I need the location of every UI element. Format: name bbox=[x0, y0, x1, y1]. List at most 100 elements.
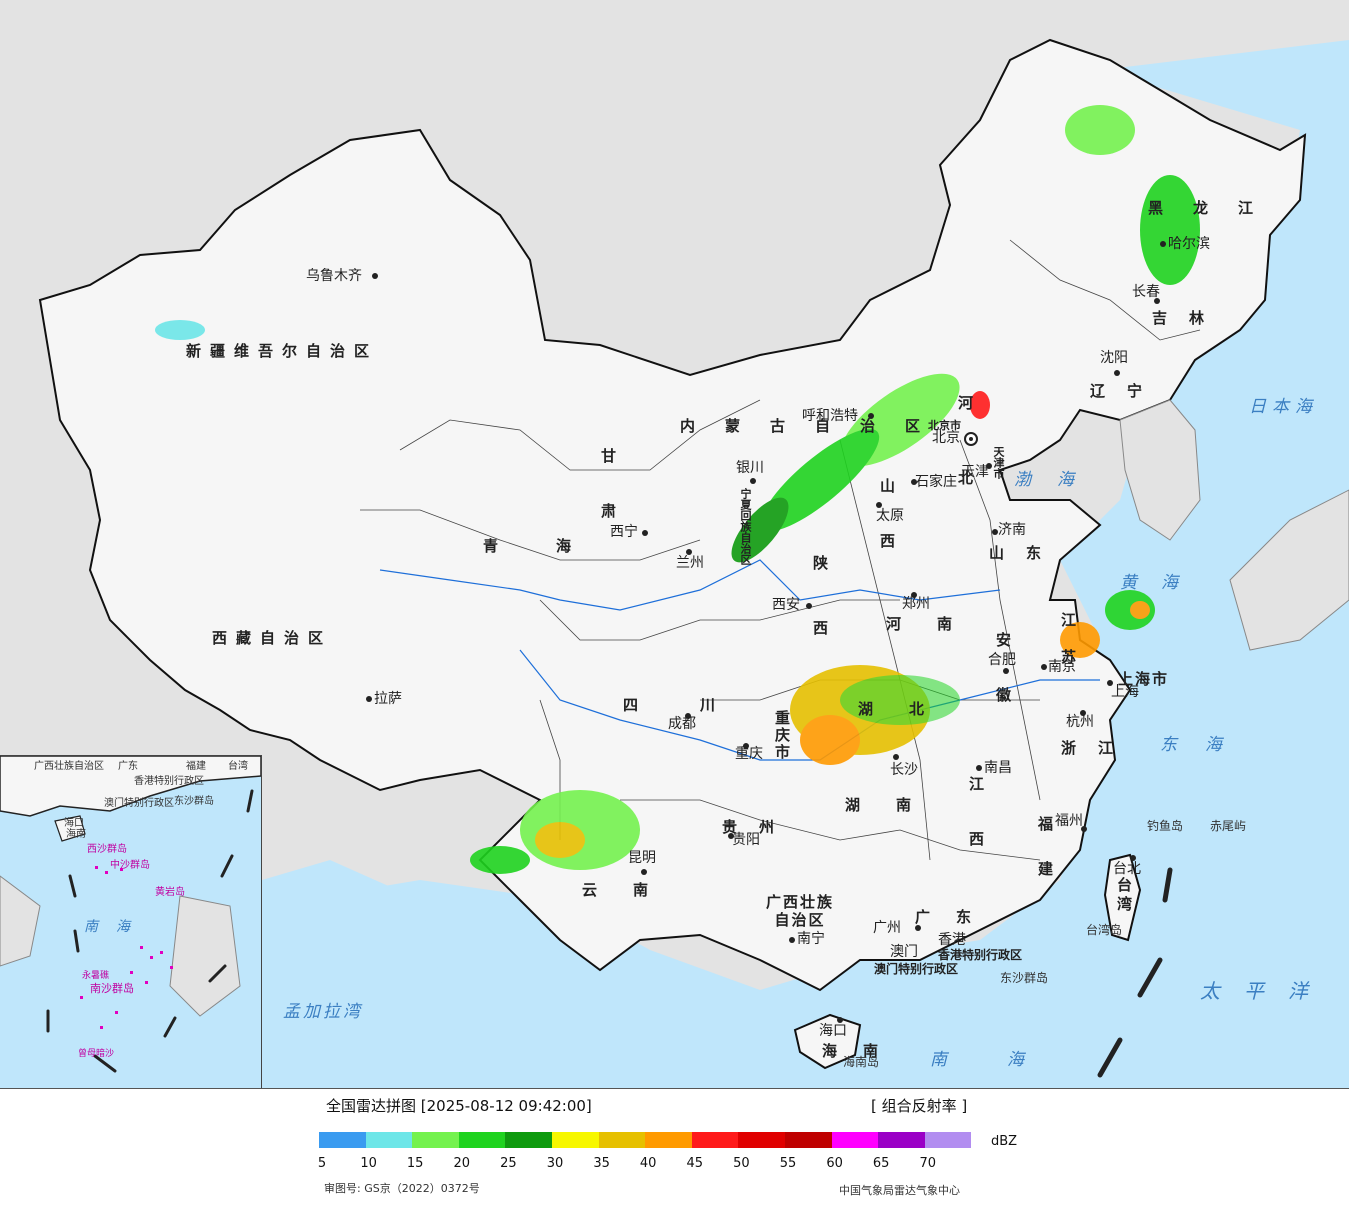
city-nanchang[interactable]: 南昌 bbox=[984, 760, 1012, 776]
city-kunming[interactable]: 昆明 bbox=[628, 850, 656, 866]
label-liaoning: 辽宁 bbox=[1090, 382, 1165, 400]
city-zhengzhou[interactable]: 郑州 bbox=[902, 596, 930, 612]
city-chengdu[interactable]: 成都 bbox=[668, 716, 696, 732]
label-anhui: 安徽 bbox=[994, 632, 1012, 742]
city-jinan[interactable]: 济南 bbox=[998, 522, 1026, 538]
city-shanghai[interactable]: 上海 bbox=[1111, 684, 1139, 700]
inset-zhongsha: 中沙群岛 bbox=[110, 860, 150, 871]
label-guizhou: 贵州 bbox=[722, 818, 797, 836]
city-dot-shijiazhuang bbox=[911, 479, 917, 485]
label-henan: 河南 bbox=[886, 615, 989, 633]
city-dot-fuzhou bbox=[1081, 826, 1087, 832]
city-dot-lhasa bbox=[366, 696, 372, 702]
radar-echoes bbox=[155, 105, 1200, 874]
city-hohhot[interactable]: 呼和浩特 bbox=[802, 408, 858, 424]
city-lanzhou[interactable]: 兰州 bbox=[676, 555, 704, 571]
city-guiyang[interactable]: 贵阳 bbox=[732, 832, 760, 848]
city-shijiazhuang[interactable]: 石家庄 bbox=[915, 474, 957, 490]
scale-tick-label: 60 bbox=[826, 1156, 843, 1171]
china-map[interactable]: 新疆维吾尔自治区 西藏自治区 青海 甘肃 内蒙古自治区 黑龙江 吉林 辽宁 河北… bbox=[0, 0, 1349, 1089]
producer-credit: 中国气象局雷达气象中心 bbox=[839, 1184, 960, 1197]
label-taiwan: 台湾 bbox=[1115, 877, 1133, 915]
city-beijing[interactable]: 北京 bbox=[932, 430, 960, 446]
inset-xisha: 西沙群岛 bbox=[87, 844, 127, 855]
city-hangzhou[interactable]: 杭州 bbox=[1066, 714, 1094, 730]
legend-panel: 全国雷达拼图 [2025-08-12 09:42:00] [ 组合反射率 ] 5… bbox=[0, 1089, 1349, 1208]
city-guangzhou[interactable]: 广州 bbox=[873, 920, 901, 936]
inset-zengmu: 曾母暗沙 bbox=[78, 1049, 115, 1059]
city-shenyang[interactable]: 沈阳 bbox=[1100, 350, 1128, 366]
city-taipei[interactable]: 台北 bbox=[1113, 861, 1141, 877]
city-urumqi[interactable]: 乌鲁木齐 bbox=[306, 268, 362, 284]
city-tianjin[interactable]: 天津 bbox=[961, 464, 989, 480]
label-ningxia: 宁夏回族自治区 bbox=[739, 488, 752, 565]
south-china-sea-inset[interactable]: 广西壮族自治区 广东 福建 台湾 香港特别行政区 澳门特别行政区 东沙群岛 海口… bbox=[0, 755, 262, 1088]
sea-bohai: 渤海 bbox=[1014, 470, 1100, 490]
city-taiyuan[interactable]: 太原 bbox=[876, 508, 904, 524]
city-dot-harbin bbox=[1160, 241, 1166, 247]
city-dot-hefei bbox=[1003, 668, 1009, 674]
sea-bengal: 孟加拉湾 bbox=[283, 1002, 363, 1022]
label-guangxi: 广西壮族自治区 bbox=[765, 893, 834, 929]
scale-tick-label: 45 bbox=[686, 1156, 704, 1171]
inset-guangxi: 广西壮族自治区 bbox=[34, 761, 104, 772]
inset-fujian: 福建 bbox=[186, 761, 206, 772]
inset-huangyan: 黄岩岛 bbox=[155, 887, 185, 898]
city-hongkong[interactable]: 香港 bbox=[938, 932, 966, 948]
scale-tick-label: 20 bbox=[453, 1156, 471, 1171]
city-changchun[interactable]: 长春 bbox=[1132, 284, 1160, 300]
city-dot-chengdu bbox=[685, 713, 691, 719]
map-canvas bbox=[38, 38, 1349, 1088]
city-chongqing[interactable]: 重庆 bbox=[735, 746, 763, 762]
label-shaanxi: 陕西 bbox=[811, 555, 829, 685]
city-xian[interactable]: 西安 bbox=[772, 597, 800, 613]
city-dot-guangzhou bbox=[915, 925, 921, 931]
label-xizang: 西藏自治区 bbox=[212, 629, 333, 647]
city-nanning[interactable]: 南宁 bbox=[797, 931, 825, 947]
scale-swatch bbox=[505, 1132, 552, 1148]
label-shandong: 山东 bbox=[989, 544, 1064, 562]
inset-macau: 澳门特别行政区 bbox=[104, 798, 174, 809]
sea-japan: 日本海 bbox=[1249, 397, 1318, 417]
scale-tick-label: 30 bbox=[546, 1156, 564, 1171]
city-harbin[interactable]: 哈尔滨 bbox=[1168, 236, 1210, 252]
city-dot-jinan bbox=[992, 529, 998, 535]
scale-swatch bbox=[598, 1132, 646, 1148]
city-nanjing[interactable]: 南京 bbox=[1048, 659, 1076, 675]
city-dot-nanchang bbox=[976, 765, 982, 771]
city-dot-kunming bbox=[641, 869, 647, 875]
china-outline bbox=[38, 38, 1307, 992]
city-changsha[interactable]: 长沙 bbox=[890, 762, 918, 778]
city-hefei[interactable]: 合肥 bbox=[988, 652, 1016, 668]
sea-huanghai: 黄海 bbox=[1120, 573, 1202, 593]
city-xining[interactable]: 西宁 bbox=[610, 524, 638, 540]
city-dot-taipei bbox=[1130, 855, 1136, 861]
label-guangdong: 广东 bbox=[915, 908, 998, 926]
hainan-island bbox=[793, 1013, 862, 1070]
label-sichuan: 四川 bbox=[623, 696, 778, 714]
city-yinchuan[interactable]: 银川 bbox=[736, 460, 764, 476]
scale-swatch bbox=[645, 1132, 692, 1148]
japan bbox=[1229, 489, 1349, 651]
city-haikou[interactable]: 海口 bbox=[819, 1023, 847, 1039]
label-tianjin-shi: 天津市 bbox=[992, 446, 1005, 479]
city-macau[interactable]: 澳门 bbox=[890, 944, 918, 960]
island-diaoyu: 钓鱼岛 bbox=[1147, 819, 1184, 833]
city-dot-shanghai bbox=[1107, 680, 1113, 686]
scale-tick-label: 55 bbox=[779, 1156, 797, 1171]
city-dot-nanning bbox=[789, 937, 795, 943]
label-hubei: 湖北 bbox=[858, 700, 961, 718]
city-dot-changsha bbox=[893, 754, 899, 760]
island-hainan: 海南岛 bbox=[843, 1055, 880, 1069]
label-jiangxi: 江西 bbox=[967, 776, 985, 886]
city-fuzhou[interactable]: 福州 bbox=[1055, 813, 1083, 829]
label-qinghai: 青海 bbox=[483, 537, 630, 555]
province-borders bbox=[360, 239, 1201, 861]
label-hongkong-sar: 香港特别行政区 bbox=[938, 948, 1023, 962]
city-dot-haikou bbox=[837, 1017, 843, 1023]
inset-canvas bbox=[0, 756, 261, 1073]
city-lhasa[interactable]: 拉萨 bbox=[374, 691, 402, 707]
scale-swatch bbox=[365, 1132, 413, 1148]
city-dot-xining bbox=[642, 530, 648, 536]
